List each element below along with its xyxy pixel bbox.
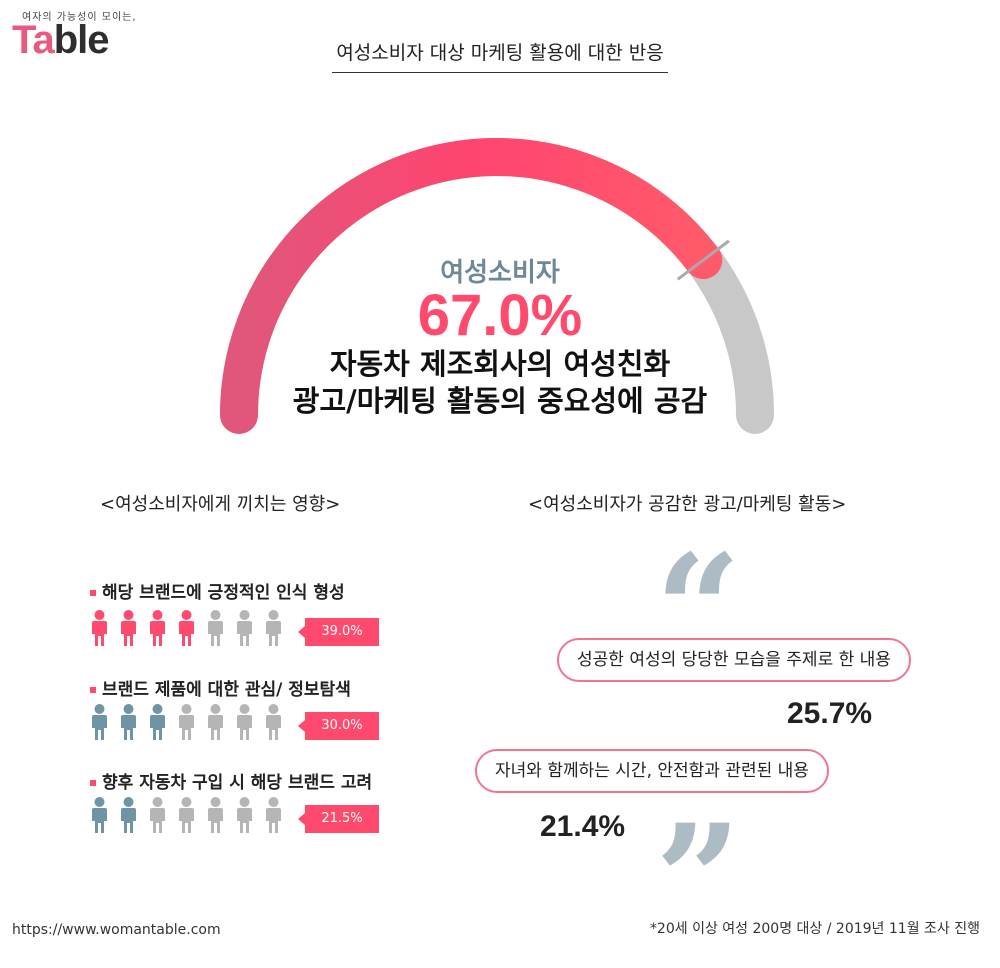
impact-value-badge: 30.0%: [298, 712, 379, 740]
person-icon: [266, 610, 281, 646]
gauge-desc-line1: 자동차 제조회사의 여성친화: [329, 347, 671, 381]
person-icon: [92, 610, 107, 646]
impact-item-label: 향후 자동차 구입 시 해당 브랜드 고려: [90, 768, 372, 793]
brand-tagline: 여자의 가능성이 모이는,: [22, 12, 137, 23]
impact-item-label: 해당 브랜드에 긍정적인 인식 형성: [90, 578, 345, 603]
impact-item-text: 향후 자동차 구입 시 해당 브랜드 고려: [102, 773, 373, 793]
person-icon: [237, 610, 252, 646]
bullet-icon: [90, 590, 96, 596]
person-icon: [179, 797, 194, 833]
bullet-icon: [90, 780, 96, 786]
right-section-title: <여성소비자가 공감한 광고/마케팅 활동>: [528, 494, 847, 515]
person-icon: [92, 797, 107, 833]
person-icon: [92, 704, 107, 740]
gauge-fill: [220, 138, 723, 434]
page-title: 여성소비자 대상 마케팅 활용에 대한 반응: [0, 38, 1000, 73]
gauge-label: 여성소비자: [440, 258, 560, 288]
gauge-desc-line2: 광고/마케팅 활동의 중요성에 공감: [292, 384, 708, 418]
gauge-marker: [676, 239, 730, 281]
speech-bubble: 자녀와 함께하는 시간, 안전함과 관련된 내용: [475, 749, 829, 793]
person-icon: [208, 797, 223, 833]
footer-note: *20세 이상 여성 200명 대상 / 2019년 11월 조사 진행: [649, 921, 980, 937]
impact-item-label: 브랜드 제품에 대한 관심/ 정보탐색: [90, 675, 351, 700]
impact-item-text: 해당 브랜드에 긍정적인 인식 형성: [102, 583, 345, 603]
pictogram-row: [90, 610, 283, 646]
gauge-value: 67.0%: [417, 283, 583, 348]
close-quote-icon: ”: [655, 792, 742, 968]
bullet-icon: [90, 687, 96, 693]
footer-url[interactable]: https://www.womantable.com: [12, 922, 221, 938]
impact-value-badge: 39.0%: [298, 618, 379, 646]
person-icon: [121, 797, 136, 833]
person-icon: [150, 797, 165, 833]
pictogram-row: [90, 704, 283, 740]
impact-item-text: 브랜드 제품에 대한 관심/ 정보탐색: [102, 680, 351, 700]
impact-value-badge: 21.5%: [298, 805, 379, 833]
person-icon: [208, 704, 223, 740]
person-icon: [266, 797, 281, 833]
person-icon: [121, 610, 136, 646]
person-icon: [121, 704, 136, 740]
page-title-text: 여성소비자 대상 마케팅 활용에 대한 반응: [332, 42, 668, 73]
person-icon: [237, 704, 252, 740]
person-icon: [179, 704, 194, 740]
logo: Table: [12, 18, 110, 62]
person-icon: [150, 704, 165, 740]
person-icon: [266, 704, 281, 740]
pictogram-row: [90, 797, 283, 833]
gauge-description: 자동차 제조회사의 여성친화 광고/마케팅 활동의 중요성에 공감: [0, 346, 1000, 420]
person-icon: [208, 610, 223, 646]
left-section-title: <여성소비자에게 끼치는 영향>: [100, 494, 341, 515]
speech-bubble: 성공한 여성의 당당한 모습을 주제로 한 내용: [557, 638, 911, 682]
gauge-chart: [220, 138, 774, 434]
person-icon: [179, 610, 194, 646]
person-icon: [150, 610, 165, 646]
person-icon: [237, 797, 252, 833]
quote-percent: 21.4%: [540, 810, 626, 843]
quote-percent: 25.7%: [787, 697, 873, 730]
